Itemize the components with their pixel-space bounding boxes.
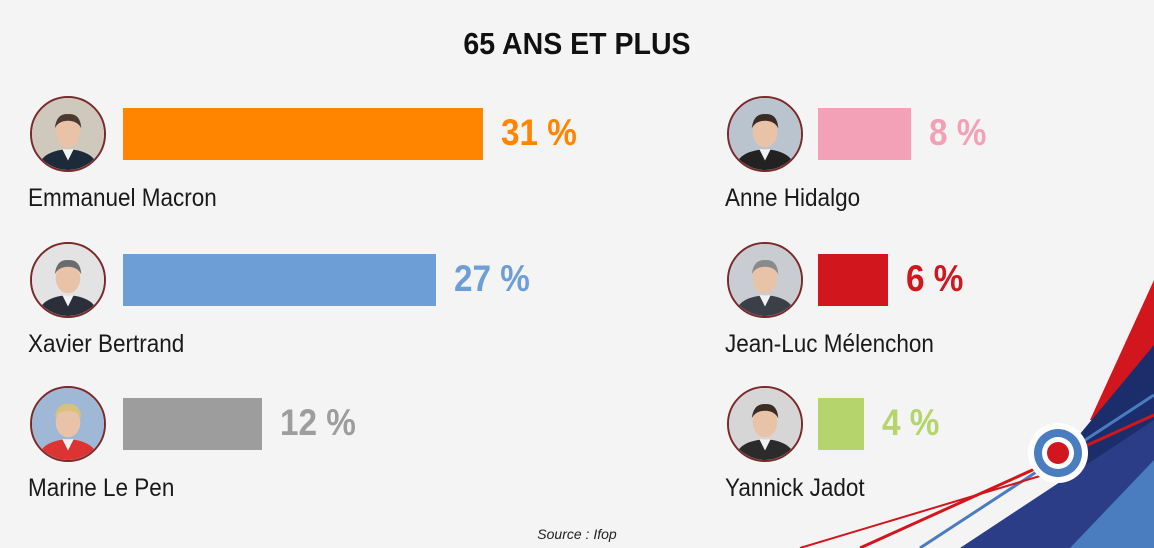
candidate-portrait-icon bbox=[30, 96, 106, 172]
value-label: 12 % bbox=[280, 402, 357, 443]
candidate-portrait-icon bbox=[727, 386, 803, 462]
value-label: 6 % bbox=[905, 258, 963, 299]
value-bar bbox=[818, 254, 888, 306]
value-bar bbox=[123, 254, 437, 306]
value-bar bbox=[818, 108, 911, 160]
candidate-portrait-icon bbox=[30, 242, 106, 318]
source-note: Source : Ifop bbox=[537, 526, 617, 542]
value-bar bbox=[123, 398, 263, 450]
value-bar bbox=[818, 398, 865, 450]
candidate-name: Yannick Jadot bbox=[725, 474, 865, 502]
candidate-name: Anne Hidalgo bbox=[725, 184, 861, 212]
candidate-name: Marine Le Pen bbox=[28, 474, 175, 502]
value-bar bbox=[123, 108, 483, 160]
candidate-name: Jean-Luc Mélenchon bbox=[725, 330, 934, 358]
candidate-portrait-icon bbox=[727, 242, 803, 318]
roundel-icon bbox=[1028, 423, 1088, 483]
candidate-portrait-icon bbox=[727, 96, 803, 172]
candidate-portrait-icon bbox=[30, 386, 106, 462]
candidate-name: Xavier Bertrand bbox=[28, 330, 185, 358]
value-label: 4 % bbox=[882, 402, 940, 443]
value-label: 27 % bbox=[454, 258, 531, 299]
chart-title: 65 ANS ET PLUS bbox=[463, 26, 691, 61]
candidate-name: Emmanuel Macron bbox=[28, 184, 217, 212]
value-label: 31 % bbox=[500, 112, 577, 153]
value-label: 8 % bbox=[928, 112, 987, 153]
